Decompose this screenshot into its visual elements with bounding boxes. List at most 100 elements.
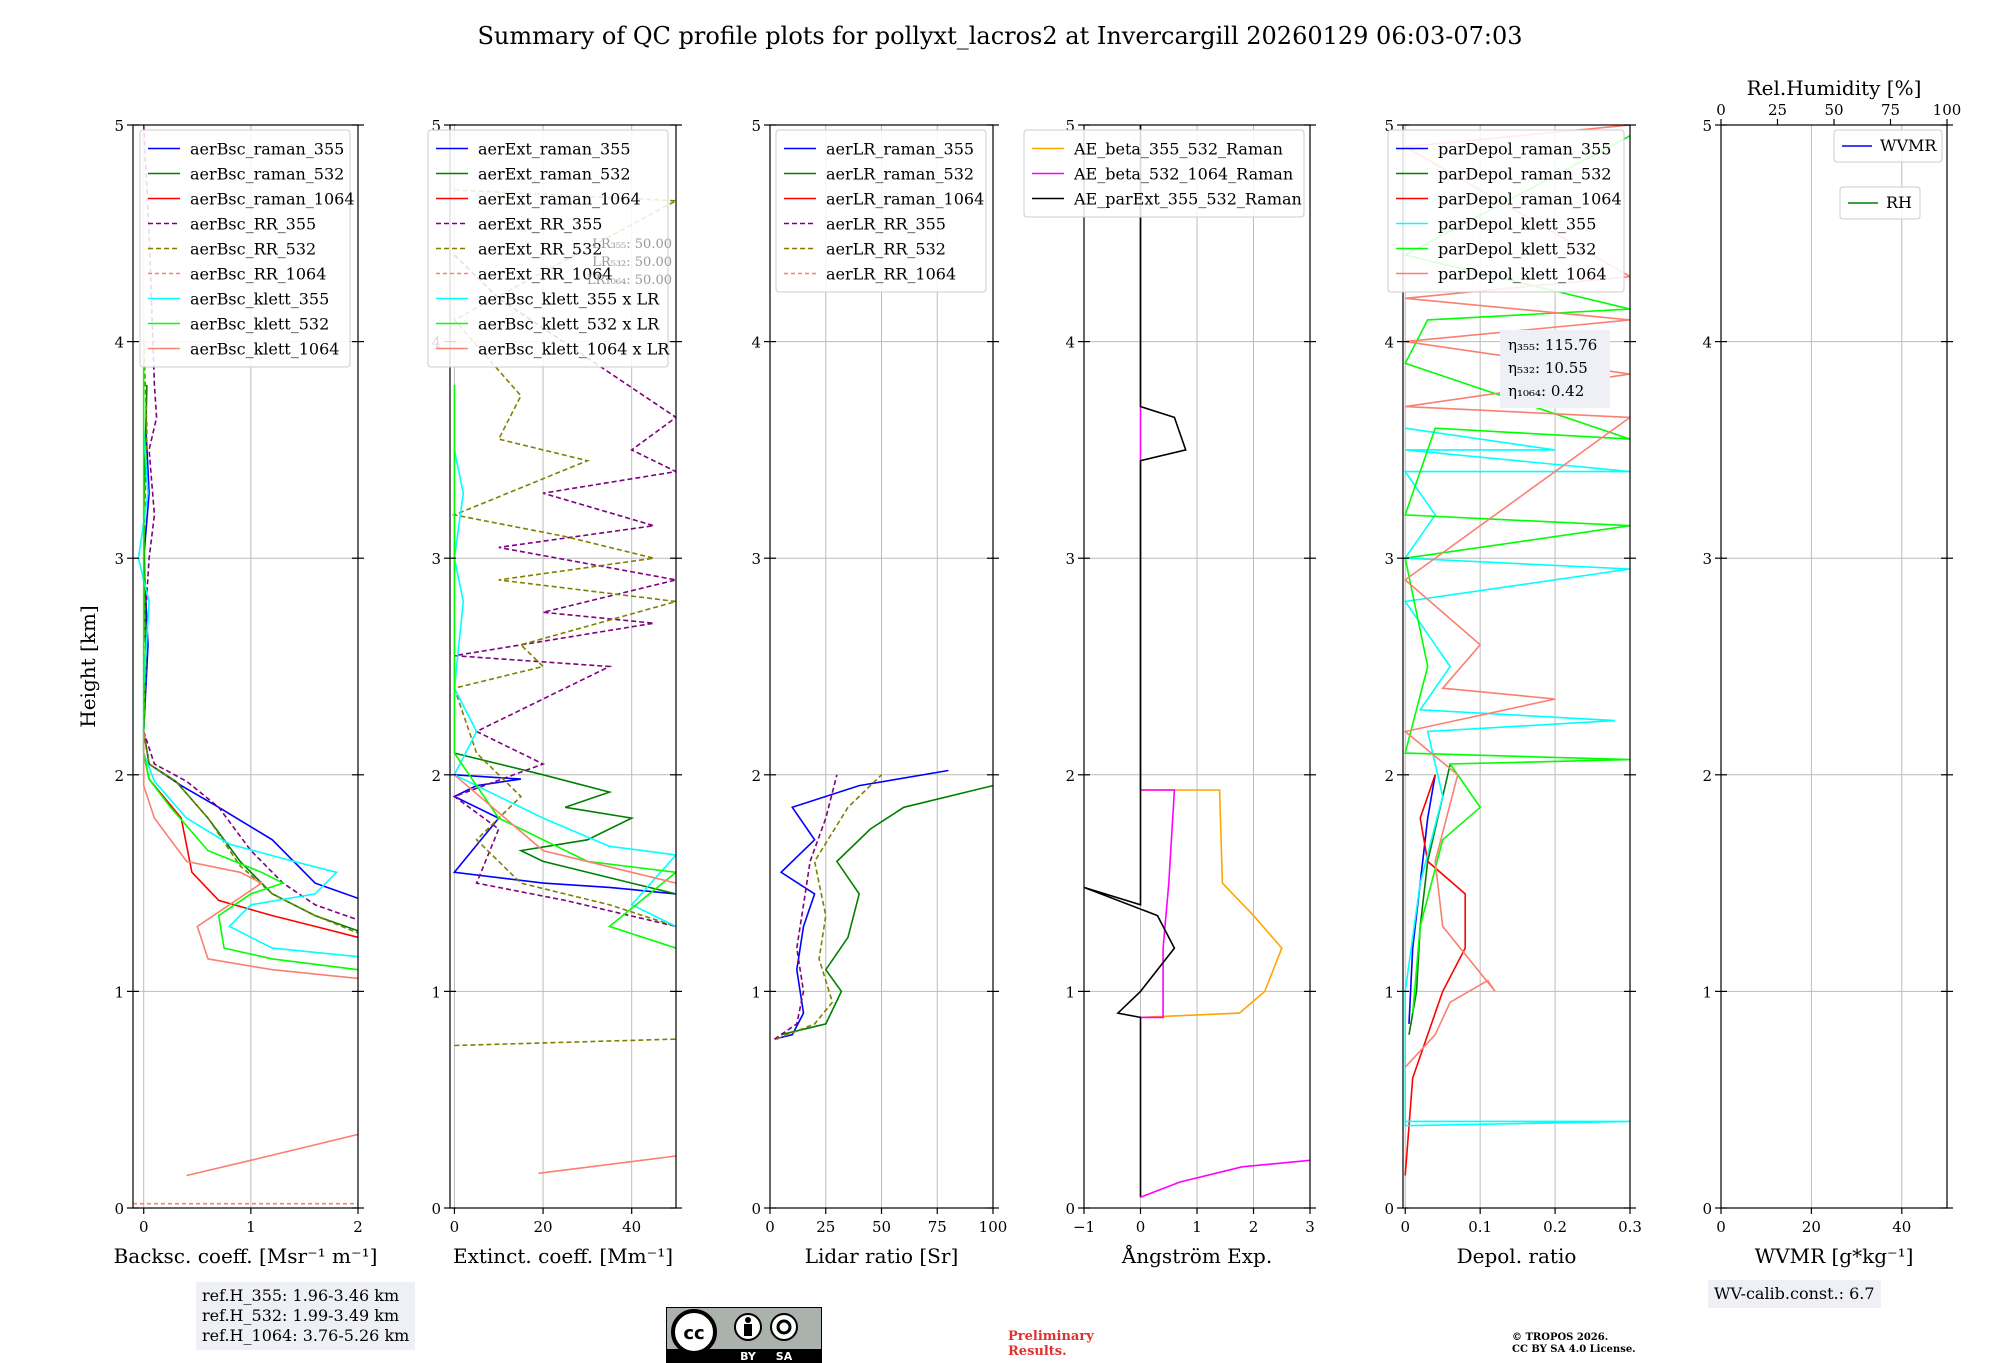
legend-label: RH [1886,193,1912,212]
x-tick-label: 40 [622,1218,641,1236]
series-parDepol_klett_355 [1403,427,1630,1127]
legend-label-aerExt_raman_532: aerExt_raman_532 [478,165,631,184]
series-AE_beta_355_532_Raman [1140,789,1283,1019]
legend-label-aerLR_RR_355: aerLR_RR_355 [826,215,946,234]
preliminary-line-2: Results. [1008,1344,1067,1359]
x-tick-label: 0.1 [1468,1218,1492,1236]
legend-label-aerExt_RR_355: aerExt_RR_355 [478,215,602,234]
x-tick-label: 20 [534,1218,553,1236]
y-tick-label: 1 [751,983,761,1001]
x-tick-label: 20 [1802,1218,1821,1236]
y-tick-label: 5 [114,117,124,135]
axes-frame [449,124,677,1209]
y-tick-label: 3 [1384,550,1394,568]
y-tick-label: 0 [1702,1200,1712,1218]
series-parDepol_raman_1064 [1404,774,1466,1176]
series-AE_low [1140,1159,1310,1198]
backscatter-panel: 0 1 2 3 4 5 0 1 2 Backsc. coeff. [Msr⁻¹ m⁻¹] Heigh… [76,117,377,1268]
y-tick-label: 0 [1384,1200,1394,1218]
x-tick-label: 50 [872,1218,891,1236]
copyright-line-1: © TROPOS 2026. [1512,1332,1609,1343]
y-tick-label: 4 [1702,334,1712,352]
legend-label-aerLR_raman_532: aerLR_raman_532 [826,165,974,184]
series-aerExt_RR_355 [452,254,676,928]
legend-label-parDepol_klett_355: parDepol_klett_355 [1438,215,1596,234]
legend-label-aerBsc_klett_355: aerBsc_klett_355 [190,290,329,309]
y-tick-label: 1 [431,983,441,1001]
series-aerExt_low [454,1038,676,1047]
share-alike-icon [770,1313,798,1341]
lr-annotation: LR₅₃₂: 50.00 [592,255,672,270]
y-tick-label: 4 [1384,334,1394,352]
extinction-panel: 01234502040Extinct. coeff. [Mm⁻¹]aerExt_… [427,117,682,1268]
axes-frame [1402,124,1631,1209]
y-axis-label: Height [km] [76,605,100,727]
cc-icon [671,1309,717,1355]
eta-annotation: η₁₀₆₄: 0.42 [1508,382,1584,400]
legend-label-parDepol_raman_1064: parDepol_raman_1064 [1438,190,1622,209]
preliminary-note: Preliminary Results. [1008,1329,1094,1359]
legend-frame [1387,129,1625,293]
backscatter-legend: aerBsc_raman_355 aerBsc_raman_532 aerBsc_r… [139,129,355,368]
extinction-legend: aerExt_raman_355 aerExt_raman_532 aerExt_r… [427,129,670,368]
x-tick-label: 2 [1249,1218,1259,1236]
lr-annotation: LR₁₀₆₄: 50.00 [587,273,672,288]
legend-frame [1023,129,1305,218]
y-tick-label: 0 [751,1200,761,1218]
eta-annotation: η₅₃₂: 10.55 [1508,359,1588,377]
y-tick-label: 3 [1065,550,1075,568]
x-tick-label: 1 [246,1218,256,1236]
series-aerLR_RR_355 [774,774,838,1040]
x-tick-label: 0 [1400,1218,1410,1236]
series-parDepol_klett_532 [1403,135,1630,1014]
series-aerBsc_RR_355 [142,125,358,921]
eta-annotation: η₃₅₅: 115.76 [1508,336,1597,354]
series-aerBsc_klett_1064 [142,731,358,980]
series-aerExt_raman_532 [454,752,676,895]
legend-label-aerBsc_RR_355: aerBsc_RR_355 [190,215,316,234]
legend-label: WVMR [1880,136,1937,155]
legend-label-parDepol_klett_1064: parDepol_klett_1064 [1438,265,1607,284]
y-tick-label: 5 [1702,117,1712,135]
copyright-note: © TROPOS 2026. CC BY SA 4.0 License. [1512,1332,1636,1356]
y-tick-label: 5 [431,117,441,135]
cc-by-sa-badge[interactable]: cc BY SA [666,1307,822,1363]
by-label: BY [740,1350,757,1363]
series-aerBsc_klett_355 x LR [453,449,676,928]
legend-label-aerBsc_raman_355: aerBsc_raman_355 [190,140,344,159]
y-tick-label: 1 [114,983,124,1001]
y-tick-label: 3 [431,550,441,568]
series-aerExt_raman_355 [452,774,676,895]
legend-label-AE_beta_355_532_Raman: AE_beta_355_532_Raman [1073,140,1283,159]
y-tick-label: 4 [114,334,124,352]
sa-label: SA [776,1350,793,1363]
ref-heights-box: ref.H_355: 1.96-3.46 km ref.H_532: 1.99-… [196,1282,416,1350]
x-tick-label: 0 [1716,1218,1726,1236]
depol-legend: parDepol_raman_355 parDepol_raman_532 parD… [1387,129,1625,293]
legend-frame [775,129,987,293]
y-tick-label: 3 [1702,550,1712,568]
x-axis-label: Lidar ratio [Sr] [805,1244,959,1268]
x-tick-label: 100 [979,1218,1008,1236]
legend-label-aerLR_RR_1064: aerLR_RR_1064 [826,265,956,284]
axes-frame [1720,124,1948,1209]
legend-label-aerBsc_RR_532: aerBsc_RR_532 [190,240,316,259]
y-tick-label: 1 [1702,983,1712,1001]
x2-axis-label: Rel.Humidity [%] [1747,76,1922,100]
y-tick-label: 2 [751,767,761,785]
x-tick-label: −1 [1073,1218,1095,1236]
x-tick-label: 0 [765,1218,775,1236]
legend-label-aerLR_RR_532: aerLR_RR_532 [826,240,946,259]
x-axis-label: Extinct. coeff. [Mm⁻¹] [453,1244,673,1268]
x-tick-label: 0.3 [1618,1218,1642,1236]
x-tick-label: 40 [1892,1218,1911,1236]
x-axis-label: Depol. ratio [1457,1244,1577,1268]
legend-label-parDepol_klett_532: parDepol_klett_532 [1438,240,1596,259]
legend-WVMR: WVMR [1833,129,1943,163]
x-tick-label: 25 [816,1218,835,1236]
series-parDepol_raman_532 [1408,763,1451,1035]
